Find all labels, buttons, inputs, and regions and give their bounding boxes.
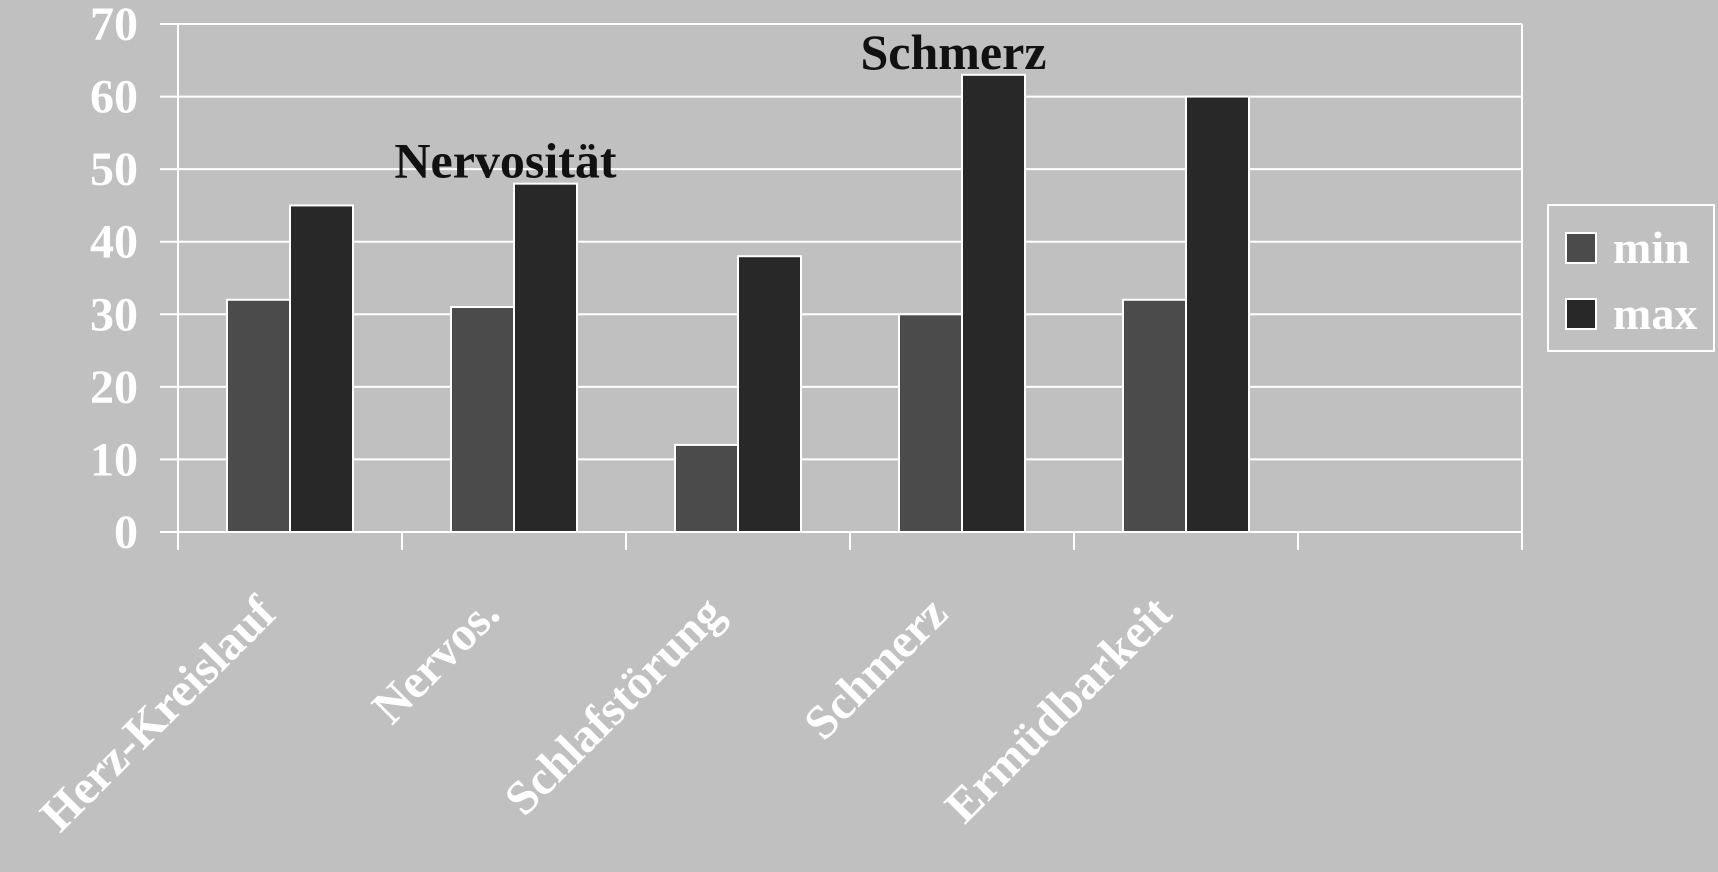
bar-min [1122, 298, 1187, 533]
legend-label-min: min [1613, 222, 1690, 273]
bar-max [737, 255, 802, 533]
legend-item-min: min [1565, 222, 1690, 273]
bar-min [226, 298, 291, 533]
annotations: Nervosität Schmerz [394, 24, 1046, 189]
x-tick-label: Ermüdbarkeit [935, 586, 1182, 833]
bar-min [898, 313, 963, 533]
bars [226, 73, 1250, 534]
annotation-label: Schmerz [860, 24, 1046, 80]
annotation-label: Nervosität [394, 133, 616, 189]
bar-min [450, 306, 515, 533]
legend-label-max: max [1613, 288, 1698, 339]
y-tick-label: 50 [90, 143, 138, 196]
y-tick-label: 0 [114, 506, 138, 559]
bar-max [513, 182, 578, 534]
y-tick-label: 70 [90, 0, 138, 51]
bar-min [674, 443, 739, 533]
legend-item-max: max [1565, 288, 1698, 339]
bar-max [1185, 95, 1250, 533]
y-tick-label: 60 [90, 71, 138, 124]
x-tick-label: Schmerz [794, 586, 958, 750]
y-tick-label: 10 [90, 433, 138, 486]
x-tick-label: Schlafstörung [495, 586, 734, 825]
y-tick-label: 40 [90, 216, 138, 269]
y-tick-label: 30 [90, 288, 138, 341]
axes [177, 24, 1523, 550]
legend-swatch-max [1565, 298, 1597, 330]
gridlines [160, 23, 1522, 533]
legend: min max [1547, 204, 1715, 352]
bar-max [961, 73, 1026, 534]
x-tick-label: Herz-Kreislauf [30, 586, 286, 842]
bar-max [289, 204, 354, 534]
legend-swatch-min [1565, 232, 1597, 264]
y-tick-label: 20 [90, 361, 138, 414]
x-tick-label: Nervos. [362, 586, 510, 734]
